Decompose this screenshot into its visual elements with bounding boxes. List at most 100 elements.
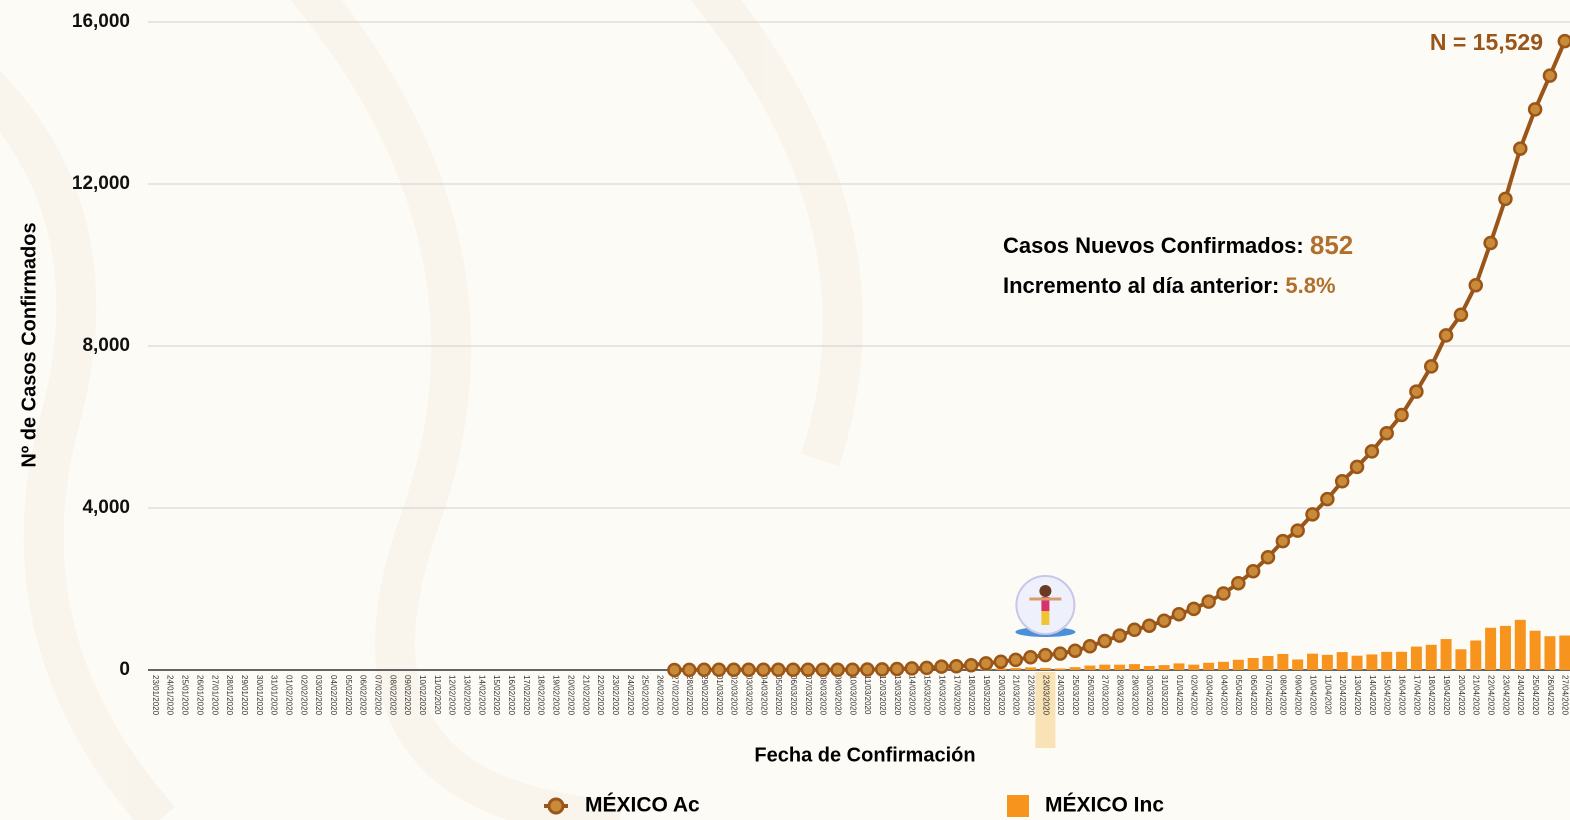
x-tick-label: 25/03/2020 — [1071, 675, 1080, 716]
x-tick-label: 11/02/2020 — [433, 675, 442, 715]
x-tick-label: 12/04/2020 — [1338, 675, 1347, 716]
point-marker — [1156, 613, 1172, 629]
x-tick-label: 27/03/2020 — [1101, 675, 1110, 716]
point-marker — [1379, 425, 1394, 441]
point-marker — [874, 662, 890, 677]
x-tick-label: 29/01/2020 — [240, 675, 249, 716]
x-tick-label: 07/02/2020 — [373, 675, 382, 716]
point-marker — [1394, 407, 1409, 423]
bar — [1396, 651, 1408, 670]
bar — [1203, 662, 1215, 670]
bar — [1232, 659, 1244, 670]
bar — [1336, 652, 1348, 670]
point-marker — [696, 662, 712, 678]
increase-annotation: Incremento al día anterior: 5.8% — [1003, 273, 1336, 298]
x-tick-label: 25/02/2020 — [641, 675, 650, 716]
point-marker — [1112, 628, 1127, 643]
bar — [1544, 636, 1556, 670]
bar — [1054, 668, 1066, 670]
x-tick-label: 10/04/2020 — [1308, 675, 1317, 716]
point-marker — [741, 662, 756, 678]
point-marker — [681, 662, 697, 678]
x-tick-label: 03/03/2020 — [744, 675, 753, 716]
bar — [1455, 649, 1467, 670]
x-tick-label: 13/03/2020 — [893, 675, 902, 716]
bar — [1039, 667, 1051, 670]
x-tick-label: 16/03/2020 — [937, 675, 946, 716]
point-marker — [1409, 384, 1424, 399]
legend-swatch — [1007, 795, 1029, 817]
x-tick-label: 11/04/2020 — [1323, 675, 1332, 715]
point-marker — [711, 662, 727, 678]
background-pattern — [0, 0, 843, 820]
point-marker — [1320, 491, 1335, 507]
point-marker — [963, 657, 979, 673]
point-marker — [949, 658, 964, 674]
x-tick-label: 03/02/2020 — [314, 675, 323, 716]
point-marker — [1186, 601, 1202, 617]
total-annotation: N = 15,529 — [1430, 29, 1543, 55]
x-tick-label: 04/03/2020 — [759, 675, 768, 716]
x-tick-label: 11/03/2020 — [863, 675, 872, 715]
bar — [1158, 665, 1170, 670]
x-tick-label: 13/02/2020 — [463, 675, 472, 716]
bar — [1010, 668, 1022, 670]
point-marker — [1127, 622, 1142, 638]
x-tick-label: 16/04/2020 — [1397, 675, 1406, 716]
x-tick-label: 28/01/2020 — [225, 675, 234, 716]
x-tick-label: 17/03/2020 — [952, 675, 961, 716]
x-tick-label: 23/03/2020 — [1041, 675, 1050, 716]
x-tick-label: 15/02/2020 — [492, 675, 501, 716]
bar — [1262, 655, 1274, 670]
point-marker — [726, 662, 742, 678]
point-marker — [1483, 235, 1498, 251]
point-marker — [756, 662, 771, 678]
point-marker — [1142, 618, 1157, 633]
point-marker — [1334, 473, 1350, 489]
x-tick-label: 25/04/2020 — [1531, 675, 1540, 716]
x-tick-label: 13/04/2020 — [1353, 675, 1362, 716]
point-marker — [1275, 533, 1291, 549]
x-tick-label: 21/04/2020 — [1472, 675, 1481, 716]
bar — [1025, 667, 1037, 670]
bar — [1381, 651, 1393, 670]
x-tick-label: 20/02/2020 — [566, 675, 575, 716]
x-tick-label: 26/04/2020 — [1546, 675, 1555, 716]
x-tick-label: 07/03/2020 — [804, 675, 813, 716]
point-marker — [1305, 507, 1320, 522]
point-marker — [1097, 633, 1113, 649]
bar — [1425, 644, 1437, 670]
x-tick-label: 08/02/2020 — [388, 675, 397, 716]
x-tick-label: 24/04/2020 — [1516, 675, 1525, 716]
x-tick-label: 10/02/2020 — [418, 675, 427, 716]
x-tick-label: 09/04/2020 — [1294, 675, 1303, 716]
point-marker — [1260, 549, 1276, 565]
x-tick-label: 26/03/2020 — [1086, 675, 1095, 716]
point-marker — [1038, 647, 1053, 663]
point-marker — [1231, 575, 1246, 591]
point-marker — [1067, 643, 1083, 659]
y-tick-label: 4,000 — [82, 497, 130, 518]
point-marker — [1245, 563, 1261, 579]
x-tick-label: 09/02/2020 — [403, 675, 412, 716]
x-tick-label: 05/03/2020 — [774, 675, 783, 716]
x-tick-label: 04/04/2020 — [1219, 675, 1228, 716]
bar — [1277, 653, 1289, 670]
point-marker — [1423, 359, 1439, 374]
x-tick-label: 14/04/2020 — [1368, 675, 1377, 716]
x-tick-label: 20/04/2020 — [1457, 675, 1466, 716]
point-marker — [1527, 102, 1543, 117]
point-marker — [1498, 191, 1513, 207]
x-tick-label: 22/03/2020 — [1026, 675, 1035, 716]
y-tick-label: 12,000 — [72, 173, 130, 194]
point-marker — [1290, 523, 1305, 538]
x-tick-label: 27/01/2020 — [210, 675, 219, 716]
point-marker — [919, 660, 934, 676]
point-marker — [1364, 444, 1380, 459]
x-tick-label: 09/03/2020 — [834, 675, 843, 716]
bar — [1559, 635, 1570, 670]
x-tick-label: 03/04/2020 — [1205, 675, 1214, 716]
bar — [1529, 630, 1541, 670]
x-tick-label: 22/04/2020 — [1486, 675, 1495, 716]
